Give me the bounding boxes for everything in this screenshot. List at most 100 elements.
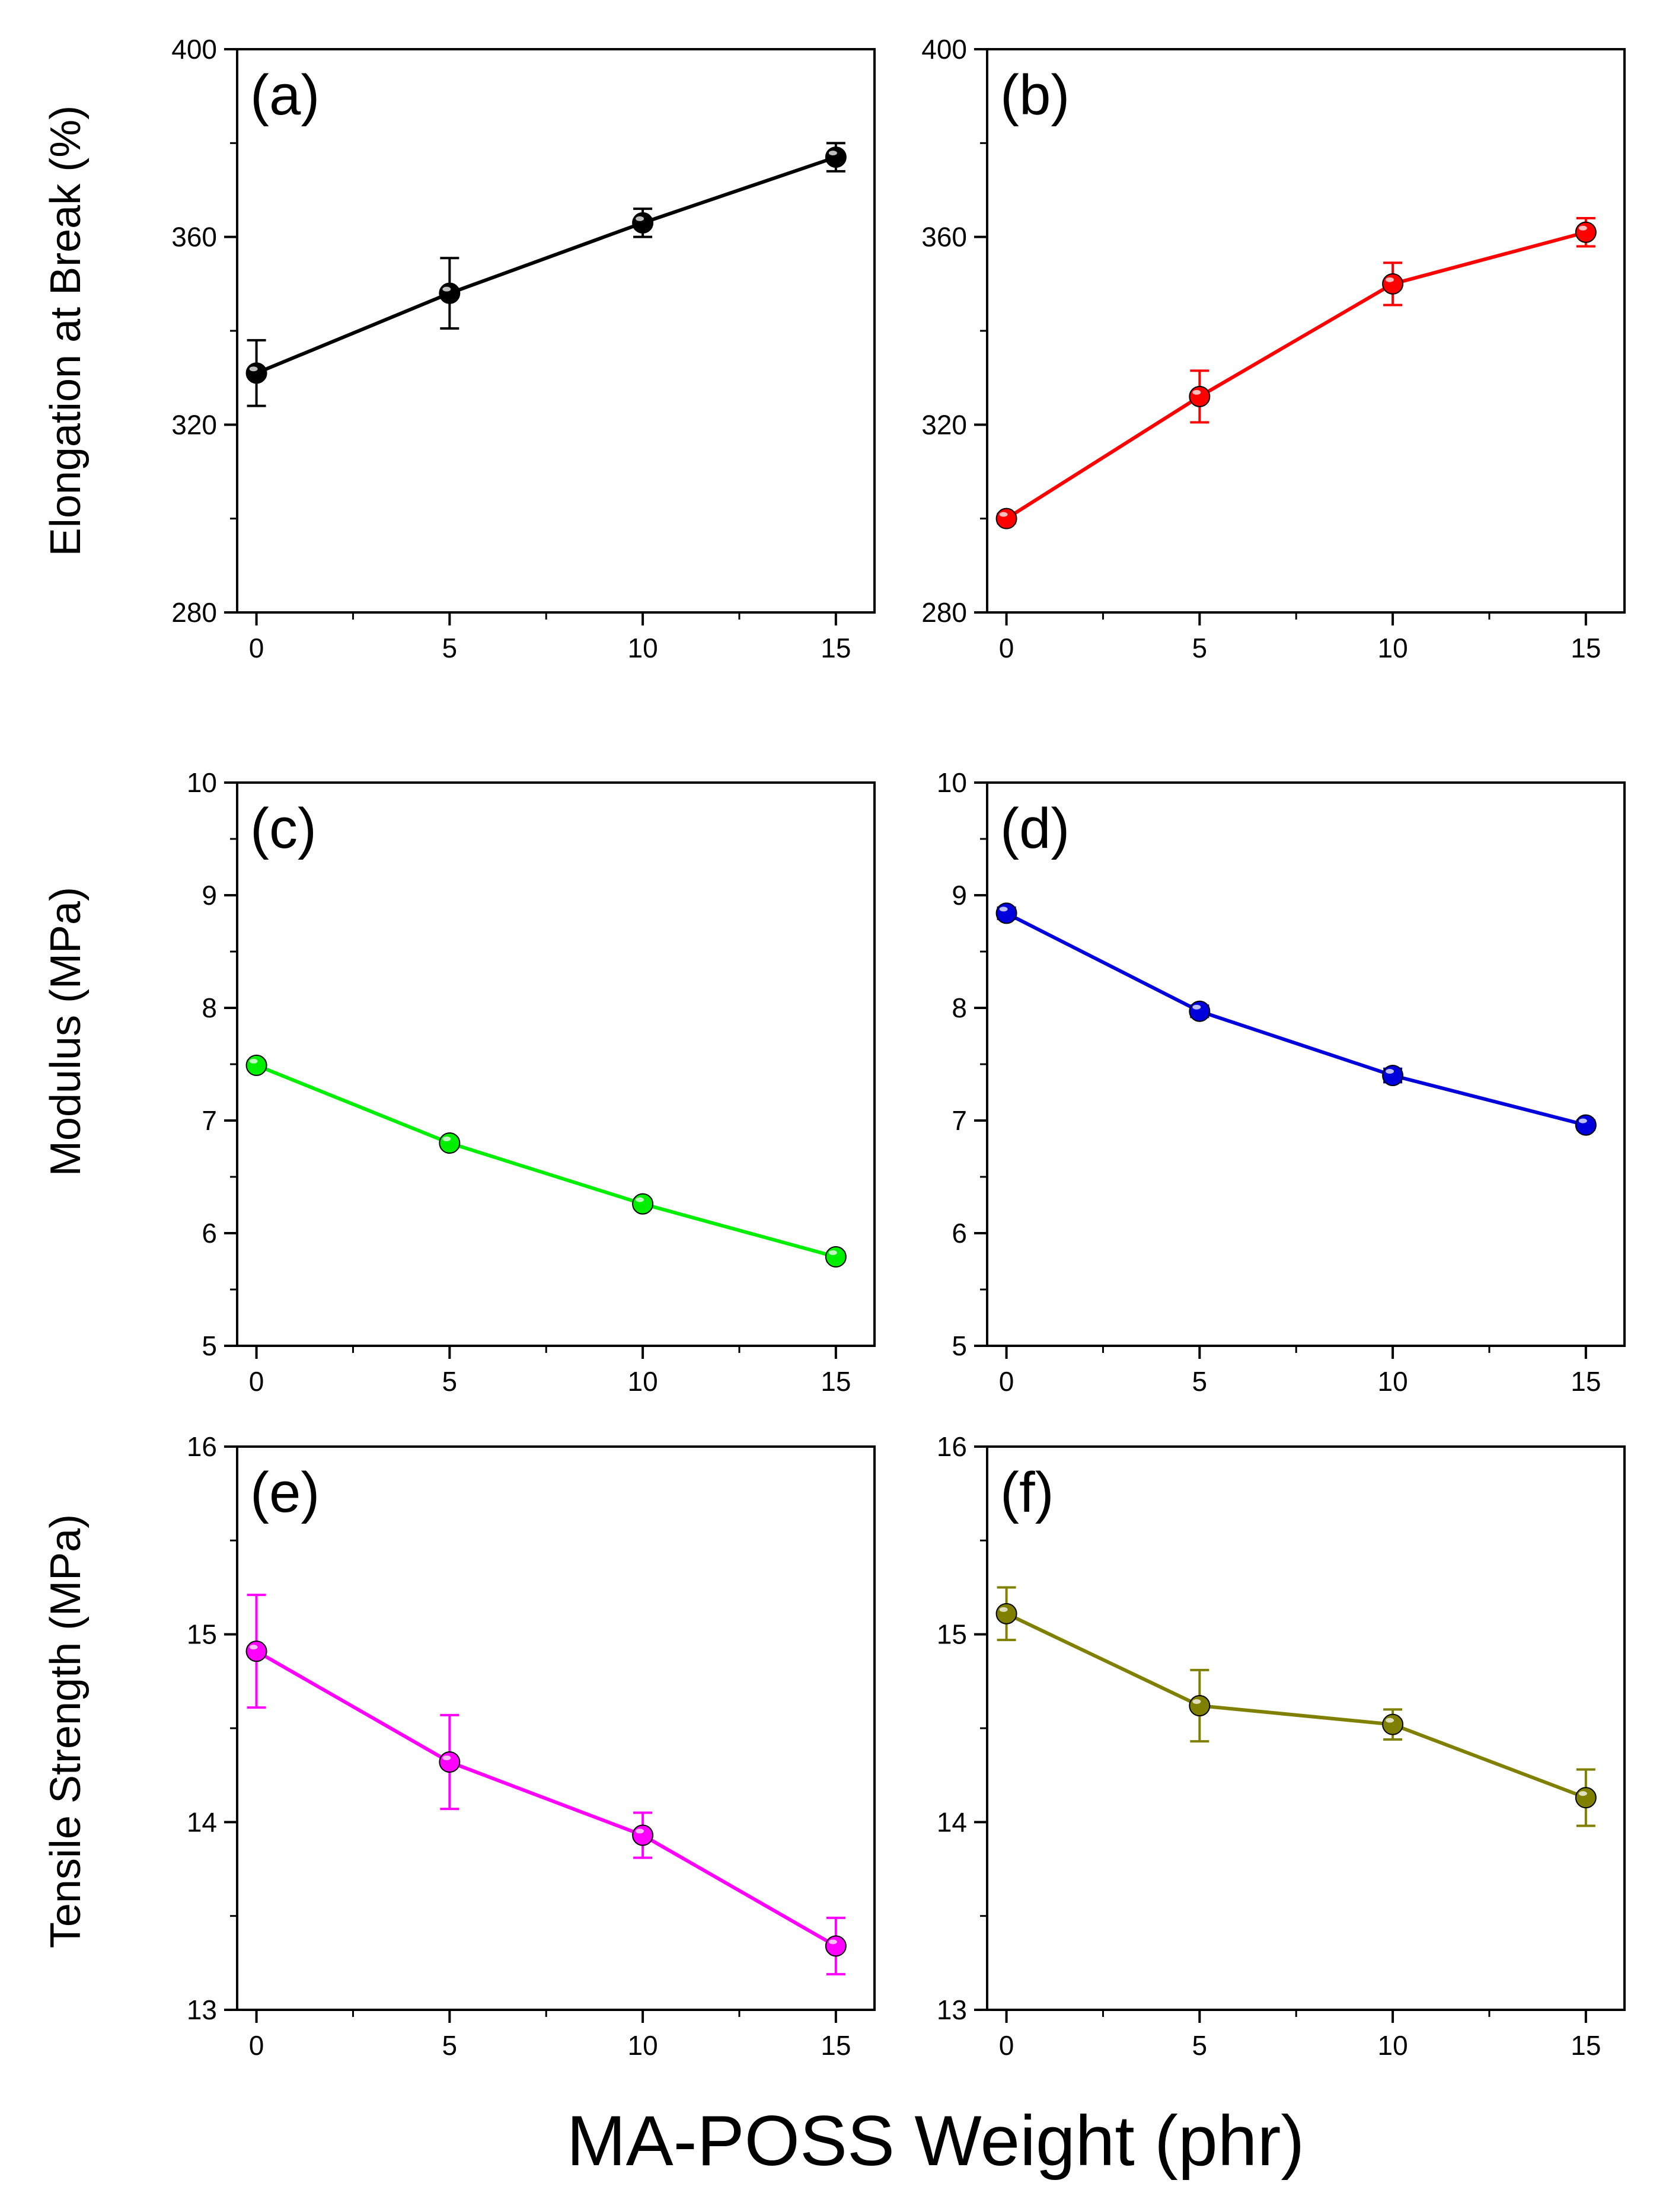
y-tick-label-e: 14 [187,1806,217,1837]
data-point-highlight-b [999,512,1008,517]
data-point-d [1382,1065,1404,1086]
data-point-highlight-d [1386,1069,1394,1074]
y-tick-label-d: 9 [952,880,967,911]
x-tick-label-f: 5 [1192,2030,1208,2061]
data-point-highlight-c [249,1058,258,1064]
x-tick-label-d: 5 [1192,1366,1208,1397]
data-point-highlight-b [1386,277,1394,282]
y-tick-label-b: 400 [921,34,967,65]
data-point-b [1382,273,1404,295]
y-tick-label-c: 6 [202,1218,217,1249]
x-axis-label: MA-POSS Weight (phr) [567,2101,1305,2181]
data-point-highlight-d [1192,1004,1201,1010]
panel-label-c: (c) [250,797,317,860]
x-tick-label-c: 15 [821,1366,851,1397]
data-point-f [1189,1695,1211,1716]
data-point-a [632,212,654,234]
y-tick-label-d: 8 [952,992,967,1023]
x-tick-label-e: 10 [628,2030,658,2061]
x-tick-label-d: 0 [999,1366,1014,1397]
data-point-highlight-b [1192,390,1201,395]
y-axis-label-modulus: Modulus (MPa) [42,887,90,1176]
y-tick-label-c: 10 [187,767,217,798]
data-point-highlight-d [999,906,1008,912]
data-point-highlight-c [636,1197,644,1202]
data-point-highlight-e [442,1755,451,1760]
data-point-highlight-c [828,1250,837,1255]
data-point-c [245,1054,267,1076]
x-tick-label-a: 15 [821,633,851,663]
data-point-c [825,1246,847,1268]
data-point-highlight-a [828,151,837,156]
series-line-d [1006,911,1587,1127]
data-point-d [1189,1000,1211,1022]
series-line-b [1005,230,1587,521]
plot-frame-b [986,48,1626,614]
y-tick-label-b: 360 [921,222,967,253]
panel-e: 13 14 15 16 0 5 10 15 (e) [187,1431,876,2061]
y-tick-label-e: 13 [187,1994,217,2025]
data-point-highlight-f [1386,1718,1394,1723]
y-tick-label-c: 9 [202,880,217,911]
data-point-highlight-a [442,286,451,292]
y-tick-label-e: 16 [187,1431,217,1462]
x-tick-label-a: 5 [442,633,458,663]
y-tick-label-f: 13 [937,1994,967,2025]
panel-label-d: (d) [1000,797,1070,860]
x-tick-label-c: 5 [442,1366,458,1397]
plot-frame-c [236,781,876,1347]
data-point-highlight-a [249,366,258,372]
panel-label-a: (a) [250,63,320,127]
panel-label-f: (f) [1000,1461,1054,1524]
y-tick-label-d: 5 [952,1330,967,1361]
y-axis-label-elongation: Elongation at Break (%) [42,106,90,556]
data-point-f [1382,1713,1404,1735]
y-tick-label-f: 14 [937,1806,967,1837]
panels-group: 280 320 360 400 0 5 10 15 (a) 280 320 360 400 0 5 10 15 (… [171,34,1626,2061]
x-tick-label-a: 10 [628,633,658,663]
data-point-b [1189,385,1211,407]
data-point-c [439,1132,461,1154]
y-tick-label-f: 15 [937,1619,967,1650]
panel-a: 280 320 360 400 0 5 10 15 (a) [171,34,876,663]
x-tick-label-b: 15 [1571,633,1601,663]
data-point-b [995,507,1017,529]
panel-b: 280 320 360 400 0 5 10 15 (b) [921,34,1626,663]
data-point-b [1575,221,1597,243]
data-point-d [995,902,1017,924]
data-point-e [632,1824,654,1846]
data-point-highlight-c [442,1137,451,1141]
panel-label-e: (e) [250,1461,320,1524]
x-tick-label-f: 15 [1571,2030,1601,2061]
y-tick-label-a: 280 [171,597,217,628]
data-point-a [439,282,461,304]
y-tick-label-c: 5 [202,1330,217,1361]
panel-d: 5 6 7 8 9 10 0 5 10 15 (d) [937,767,1626,1397]
data-point-highlight-e [249,1645,258,1650]
x-tick-label-b: 5 [1192,633,1208,663]
y-axis-label-tensile-strength: Tensile Strength (MPa) [42,1514,90,1948]
plot-frame-e [236,1445,876,2011]
x-tick-label-a: 0 [249,633,264,663]
data-point-e [439,1751,461,1773]
x-tick-label-b: 10 [1378,633,1408,663]
y-tick-label-b: 320 [921,409,967,440]
data-point-e [825,1935,847,1957]
data-point-highlight-b [1578,225,1587,231]
y-tick-label-d: 10 [937,767,967,798]
y-tick-label-a: 360 [171,222,217,253]
x-tick-label-c: 0 [249,1366,264,1397]
data-point-highlight-f [1192,1699,1201,1704]
data-point-highlight-f [1578,1791,1587,1796]
x-tick-label-c: 10 [628,1366,658,1397]
y-tick-label-c: 8 [202,992,217,1023]
data-point-highlight-f [999,1607,1008,1612]
data-point-c [632,1193,654,1215]
x-tick-label-f: 10 [1378,2030,1408,2061]
panel-c: 5 6 7 8 9 10 0 5 10 15 (c) [187,767,876,1397]
x-tick-label-e: 0 [249,2030,264,2061]
data-point-f [995,1603,1017,1624]
y-tick-label-b: 280 [921,597,967,628]
y-tick-label-c: 7 [202,1105,217,1136]
